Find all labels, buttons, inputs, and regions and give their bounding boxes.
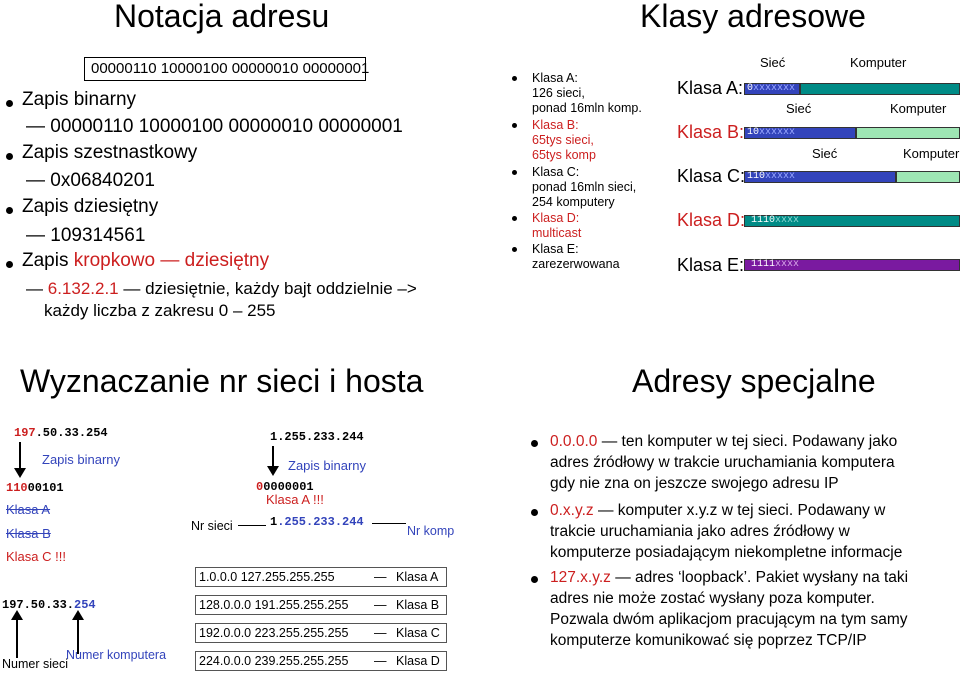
zapis-kropkowo-label: Zapis kropkowo — dziesiętny [22, 250, 270, 271]
ip-example-1: 197.50.33.254 [14, 426, 108, 440]
zapis-hex-label: Zapis szestnastkowy [22, 142, 198, 163]
nr-komp-label: Nr komp [407, 524, 455, 538]
range-box-c: 192.0.0.0 223.255.255.255— Klasa C [195, 623, 447, 643]
arrow-down [19, 442, 21, 472]
bullet [531, 440, 538, 447]
special-127xyz: 127.x.y.z — adres ‘loopback’. Pakiet wys… [550, 569, 909, 649]
special-0xyz: 0.x.y.z — komputer x.y.z w tej sieci. Po… [550, 502, 903, 561]
arrow-nr-sieci [238, 525, 266, 526]
dotted-range: każdy liczba z zakresu 0 – 255 [44, 301, 276, 320]
range-box-d: 224.0.0.0 239.255.255.255— Klasa D [195, 651, 447, 671]
notacja-title: Notacja adresu [114, 0, 330, 34]
range-box-b: 128.0.0.0 191.255.255.255— Klasa B [195, 595, 447, 615]
class-a-text: Klasa A: 126 sieci, ponad 16mln komp. [532, 71, 642, 115]
arrow-head-2 [267, 466, 279, 476]
class-a-host-bar [800, 83, 960, 95]
ip-example-2: 197.50.33.254 [2, 598, 96, 612]
arrow-head-net [11, 610, 23, 620]
bullet [6, 261, 13, 268]
numer-sieci-label: Numer sieci [2, 657, 68, 671]
bullet [512, 170, 517, 175]
zapis-binarny-hint-2: Zapis binarny [288, 458, 367, 473]
bullet [512, 76, 517, 81]
binary-example-2: 00000001 [256, 480, 314, 494]
numer-komputera-label: Numer komputera [66, 648, 167, 662]
class-b-net-bar: 10xxxxxx [744, 127, 856, 139]
zapis-binarny-hint: Zapis binarny [42, 452, 121, 467]
class-d-bar: 1110xxxx [744, 215, 960, 227]
bullet [512, 247, 517, 252]
class-b-label: Klasa B: [677, 122, 745, 142]
wyznaczanie-title: Wyznaczanie nr sieci i hosta [20, 363, 424, 399]
binary-example-1: 11000101 [6, 481, 64, 495]
class-a-net-bar: 0xxxxxxx [744, 83, 800, 95]
bullet [512, 216, 517, 221]
nr-sieci-label: Nr sieci [191, 519, 233, 533]
komputer-header-c: Komputer [903, 146, 960, 161]
class-a-label: Klasa A: [677, 78, 744, 98]
special-0000: 0.0.0.0 — ten komputer w tej sieci. Poda… [550, 433, 898, 492]
class-b-text: Klasa B: 65tys sieci, 65tys komp [532, 118, 596, 162]
klasa-c-result: Klasa C !!! [6, 549, 66, 564]
siec-header-b: Sieć [786, 101, 812, 116]
komputer-header-b: Komputer [890, 101, 947, 116]
bullet [531, 509, 538, 516]
klasa-b-struck: Klasa B [6, 526, 51, 541]
klasa-a-struck: Klasa A [6, 502, 51, 517]
bullet [512, 123, 517, 128]
dec-value: — 109314561 [26, 225, 146, 246]
class-c-text: Klasa C: ponad 16mln sieci, 254 komputery [532, 165, 637, 209]
class-d-label: Klasa D: [677, 210, 746, 230]
class-e-label: Klasa E: [677, 255, 745, 275]
siec-header-c: Sieć [812, 146, 838, 161]
class-c-host-bar [896, 171, 960, 183]
arrow-up-host [77, 614, 79, 654]
adresy-title: Adresy specjalne [632, 363, 876, 399]
class-b-host-bar [856, 127, 960, 139]
dotted-value: — 6.132.2.1 — dziesiętnie, każdy bajt od… [26, 279, 417, 298]
bullet [531, 576, 538, 583]
arrow-head-host [72, 610, 84, 620]
range-box-a: 1.0.0.0 127.255.255.255— Klasa A [195, 567, 447, 587]
ip-example-4: 1.255.233.244 [270, 515, 364, 529]
bullet [6, 153, 13, 160]
class-c-net-bar: 110xxxxx [744, 171, 896, 183]
arrow-down-2 [272, 446, 274, 470]
class-c-label: Klasa C: [677, 166, 746, 186]
class-e-text: Klasa E: zarezerwowana [532, 242, 620, 271]
komputer-header-a: Komputer [850, 55, 907, 70]
bullet [6, 100, 13, 107]
class-e-bar: 1111xxxx [744, 259, 960, 271]
arrow-up-net [16, 614, 18, 658]
arrow-nr-komp [372, 523, 406, 524]
boxed-binary: 00000110 10000100 00000010 00000001 [84, 57, 369, 81]
siec-header-a: Sieć [760, 55, 786, 70]
klasa-a-result: Klasa A !!! [266, 492, 324, 507]
zapis-binarny-label: Zapis binarny [22, 89, 137, 110]
class-d-text: Klasa D: multicast [532, 211, 582, 240]
binary-value: — 00000110 10000100 00000010 00000001 [26, 116, 403, 137]
hex-value: — 0x06840201 [26, 170, 155, 191]
ip-example-3: 1.255.233.244 [270, 430, 364, 444]
zapis-dec-label: Zapis dziesiętny [22, 196, 159, 217]
klasy-title: Klasy adresowe [640, 0, 866, 34]
bullet [6, 207, 13, 214]
arrow-head [14, 468, 26, 478]
